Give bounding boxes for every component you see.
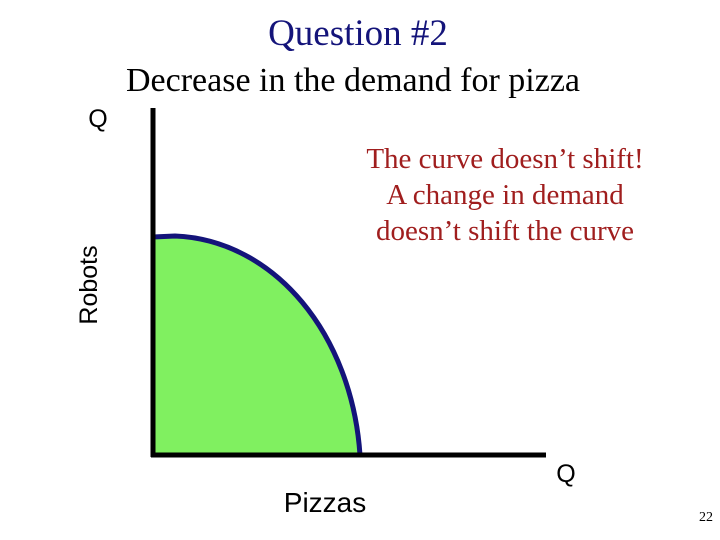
subtitle: Decrease in the demand for pizza <box>126 62 580 99</box>
annotation-line: A change in demand <box>386 179 624 211</box>
annotation-line: The curve doesn’t shift! <box>366 143 643 175</box>
ppf-area <box>153 236 360 455</box>
title: Question #2 <box>268 13 448 54</box>
y-axis-label: Robots <box>75 245 103 324</box>
annotation-line: doesn’t shift the curve <box>376 215 634 247</box>
page-number: 22 <box>699 510 713 525</box>
ppf-curve <box>152 233 363 456</box>
x-quantity-label: Q <box>556 460 575 488</box>
annotation: The curve doesn’t shift! A change in dema… <box>366 143 643 247</box>
y-quantity-label: Q <box>88 105 107 133</box>
x-axis-label: Pizzas <box>284 487 366 518</box>
